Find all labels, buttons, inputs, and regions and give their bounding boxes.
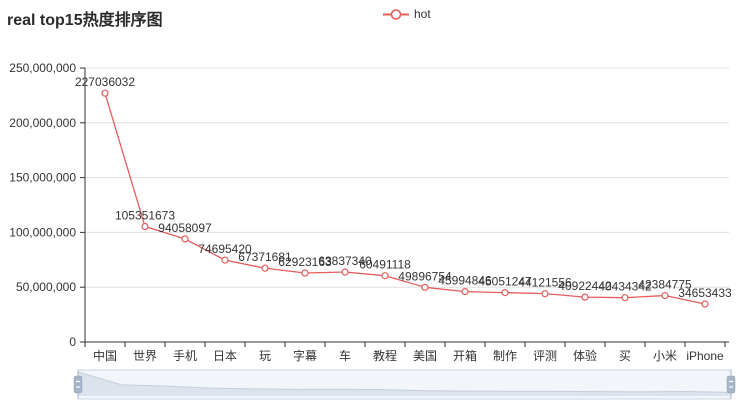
data-point[interactable] <box>341 268 349 276</box>
y-axis-tick-label: 0 <box>69 335 76 349</box>
y-axis-tick-label: 150,000,000 <box>9 171 76 185</box>
data-label: 63837340 <box>318 254 372 268</box>
y-axis-tick-label: 250,000,000 <box>9 61 76 75</box>
y-gridlines <box>85 67 729 288</box>
data-point[interactable] <box>541 290 549 298</box>
line-series-icon-svg <box>383 8 409 20</box>
x-axis-category-label: 世界 <box>133 349 157 363</box>
axes <box>80 67 729 347</box>
data-point[interactable] <box>621 294 629 302</box>
y-axis-tick-label: 100,000,000 <box>9 225 76 239</box>
series-markers <box>101 89 709 308</box>
data-label: 44121556 <box>518 276 572 290</box>
data-label: 34653433 <box>678 286 732 300</box>
x-axis-category-label: 日本 <box>213 349 237 363</box>
x-axis-category-label: 玩 <box>259 349 271 363</box>
data-point[interactable] <box>221 256 229 264</box>
data-point[interactable] <box>461 287 469 296</box>
data-label: 45994846 <box>438 274 492 288</box>
x-axis-category-label: 小米 <box>653 349 677 363</box>
x-axis-category-label: 手机 <box>173 349 197 363</box>
x-axis-category-label: iPhone <box>686 349 724 363</box>
data-point[interactable] <box>381 272 389 280</box>
series-line-hot <box>104 92 706 305</box>
datazoom-right-handle[interactable] <box>726 370 736 399</box>
data-label: 94058097 <box>158 221 212 235</box>
y-axis-tick-label: 200,000,000 <box>9 116 76 130</box>
data-point[interactable] <box>181 235 189 243</box>
datazoom-shadow-line <box>77 371 732 393</box>
x-axis-category-label: 教程 <box>373 348 397 363</box>
data-point[interactable] <box>661 291 669 300</box>
x-axis-category-label: 评测 <box>533 349 557 363</box>
data-point[interactable] <box>701 300 709 308</box>
data-label: 42384775 <box>638 278 692 292</box>
data-label: 74695420 <box>198 242 252 256</box>
x-axis-category-label: 中国 <box>93 348 117 363</box>
data-point[interactable] <box>421 283 429 291</box>
datazoom-shadow-area <box>78 372 731 396</box>
datazoom-left-handle[interactable] <box>73 370 83 399</box>
data-point[interactable] <box>101 89 109 97</box>
x-axis-category-label: 体验 <box>573 348 597 363</box>
x-axis-labels: 中国 世界 手机 日本 玩 字幕 车 教程 美国 开箱 制作 评测 体验 买 小米 iPhone <box>93 348 724 363</box>
data-label: 45051247 <box>478 275 532 289</box>
y-axis-labels: 0 50,000,000 100,000,000 150,000,000 200,000… <box>9 61 76 349</box>
data-label: 40434342 <box>598 280 652 294</box>
legend-item-hot[interactable]: hot <box>383 7 431 21</box>
x-axis-category-label: 美国 <box>413 349 437 363</box>
x-axis-category-label: 买 <box>619 349 631 363</box>
data-point[interactable] <box>581 293 589 301</box>
data-point[interactable] <box>501 289 509 297</box>
data-label: 60491118 <box>359 258 411 272</box>
x-axis-category-label: 制作 <box>493 349 517 363</box>
x-axis-category-label: 车 <box>339 348 351 363</box>
data-label: 227036032 <box>75 75 135 89</box>
chart-title: real top15热度排序图 <box>7 12 163 29</box>
y-axis-tick-label: 50,000,000 <box>16 280 76 294</box>
data-point[interactable] <box>261 264 269 272</box>
line-series-icon <box>383 8 409 21</box>
data-point[interactable] <box>301 269 309 277</box>
data-label: 49896754 <box>398 269 452 283</box>
data-label: 40922442 <box>558 279 612 293</box>
legend-series-label: hot <box>414 7 431 21</box>
data-point[interactable] <box>141 222 149 231</box>
datazoom-slider <box>73 369 736 400</box>
x-axis-category-label: 字幕 <box>293 348 317 363</box>
data-label: 67371681 <box>238 250 292 264</box>
data-label: 62923163 <box>278 255 332 269</box>
data-label: 105351673 <box>115 209 175 223</box>
x-axis-category-label: 开箱 <box>453 348 477 363</box>
